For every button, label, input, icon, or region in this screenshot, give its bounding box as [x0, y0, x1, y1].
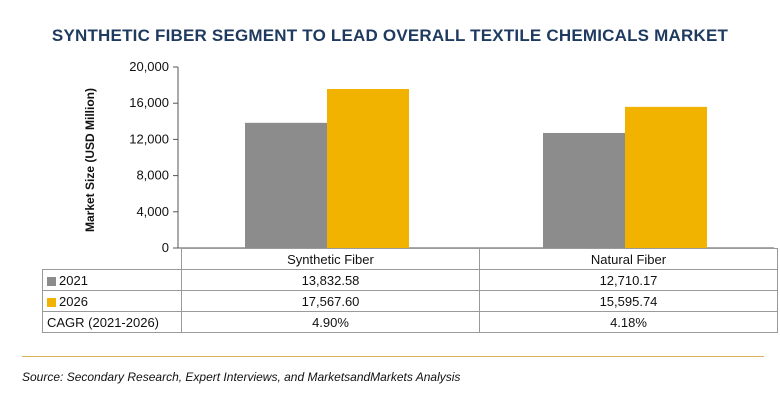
- table-corner: [42, 248, 182, 270]
- table-row-label: 2021: [42, 269, 182, 291]
- legend-label: 2021: [59, 272, 88, 288]
- table-row: 2026 17,567.60 15,595.74: [42, 290, 778, 312]
- table-cell: 4.90%: [181, 311, 480, 333]
- bar-2021-synthetic-fiber: [245, 122, 327, 248]
- table-cell: 15,595.74: [479, 290, 778, 312]
- table-row: 2021 13,832.58 12,710.17: [42, 269, 778, 291]
- table-header-cell: Natural Fiber: [479, 248, 778, 270]
- legend-label: 2026: [59, 293, 88, 309]
- source-note: Source: Secondary Research, Expert Inter…: [22, 370, 461, 384]
- table-header-cell: Synthetic Fiber: [181, 248, 480, 270]
- bar-2021-natural-fiber: [543, 132, 625, 248]
- table-cell: 13,832.58: [181, 269, 480, 291]
- y-tick-label: 4,000: [136, 204, 169, 219]
- table-row: CAGR (2021-2026) 4.90% 4.18%: [42, 311, 778, 333]
- y-tick-label: 0: [162, 240, 169, 255]
- data-table: Synthetic Fiber Natural Fiber 2021 13,83…: [42, 248, 778, 333]
- table-cell: 17,567.60: [181, 290, 480, 312]
- y-tick-label: 8,000: [136, 168, 169, 183]
- table-cell: 12,710.17: [479, 269, 778, 291]
- bar-2026-synthetic-fiber: [327, 89, 409, 249]
- divider: [22, 356, 764, 357]
- legend-swatch-2026: [47, 297, 56, 307]
- table-cell: 4.18%: [479, 311, 778, 333]
- table-row-label: 2026: [42, 290, 182, 312]
- legend-swatch-2021: [47, 276, 56, 286]
- y-tick-label: 20,000: [129, 59, 169, 74]
- table-header-row: Synthetic Fiber Natural Fiber: [42, 248, 778, 270]
- bar-2026-natural-fiber: [625, 106, 707, 248]
- y-tick-label: 12,000: [129, 131, 169, 146]
- table-row-label: CAGR (2021-2026): [42, 311, 182, 333]
- chart-title: SYNTHETIC FIBER SEGMENT TO LEAD OVERALL …: [51, 26, 729, 45]
- y-tick-label: 16,000: [129, 95, 169, 110]
